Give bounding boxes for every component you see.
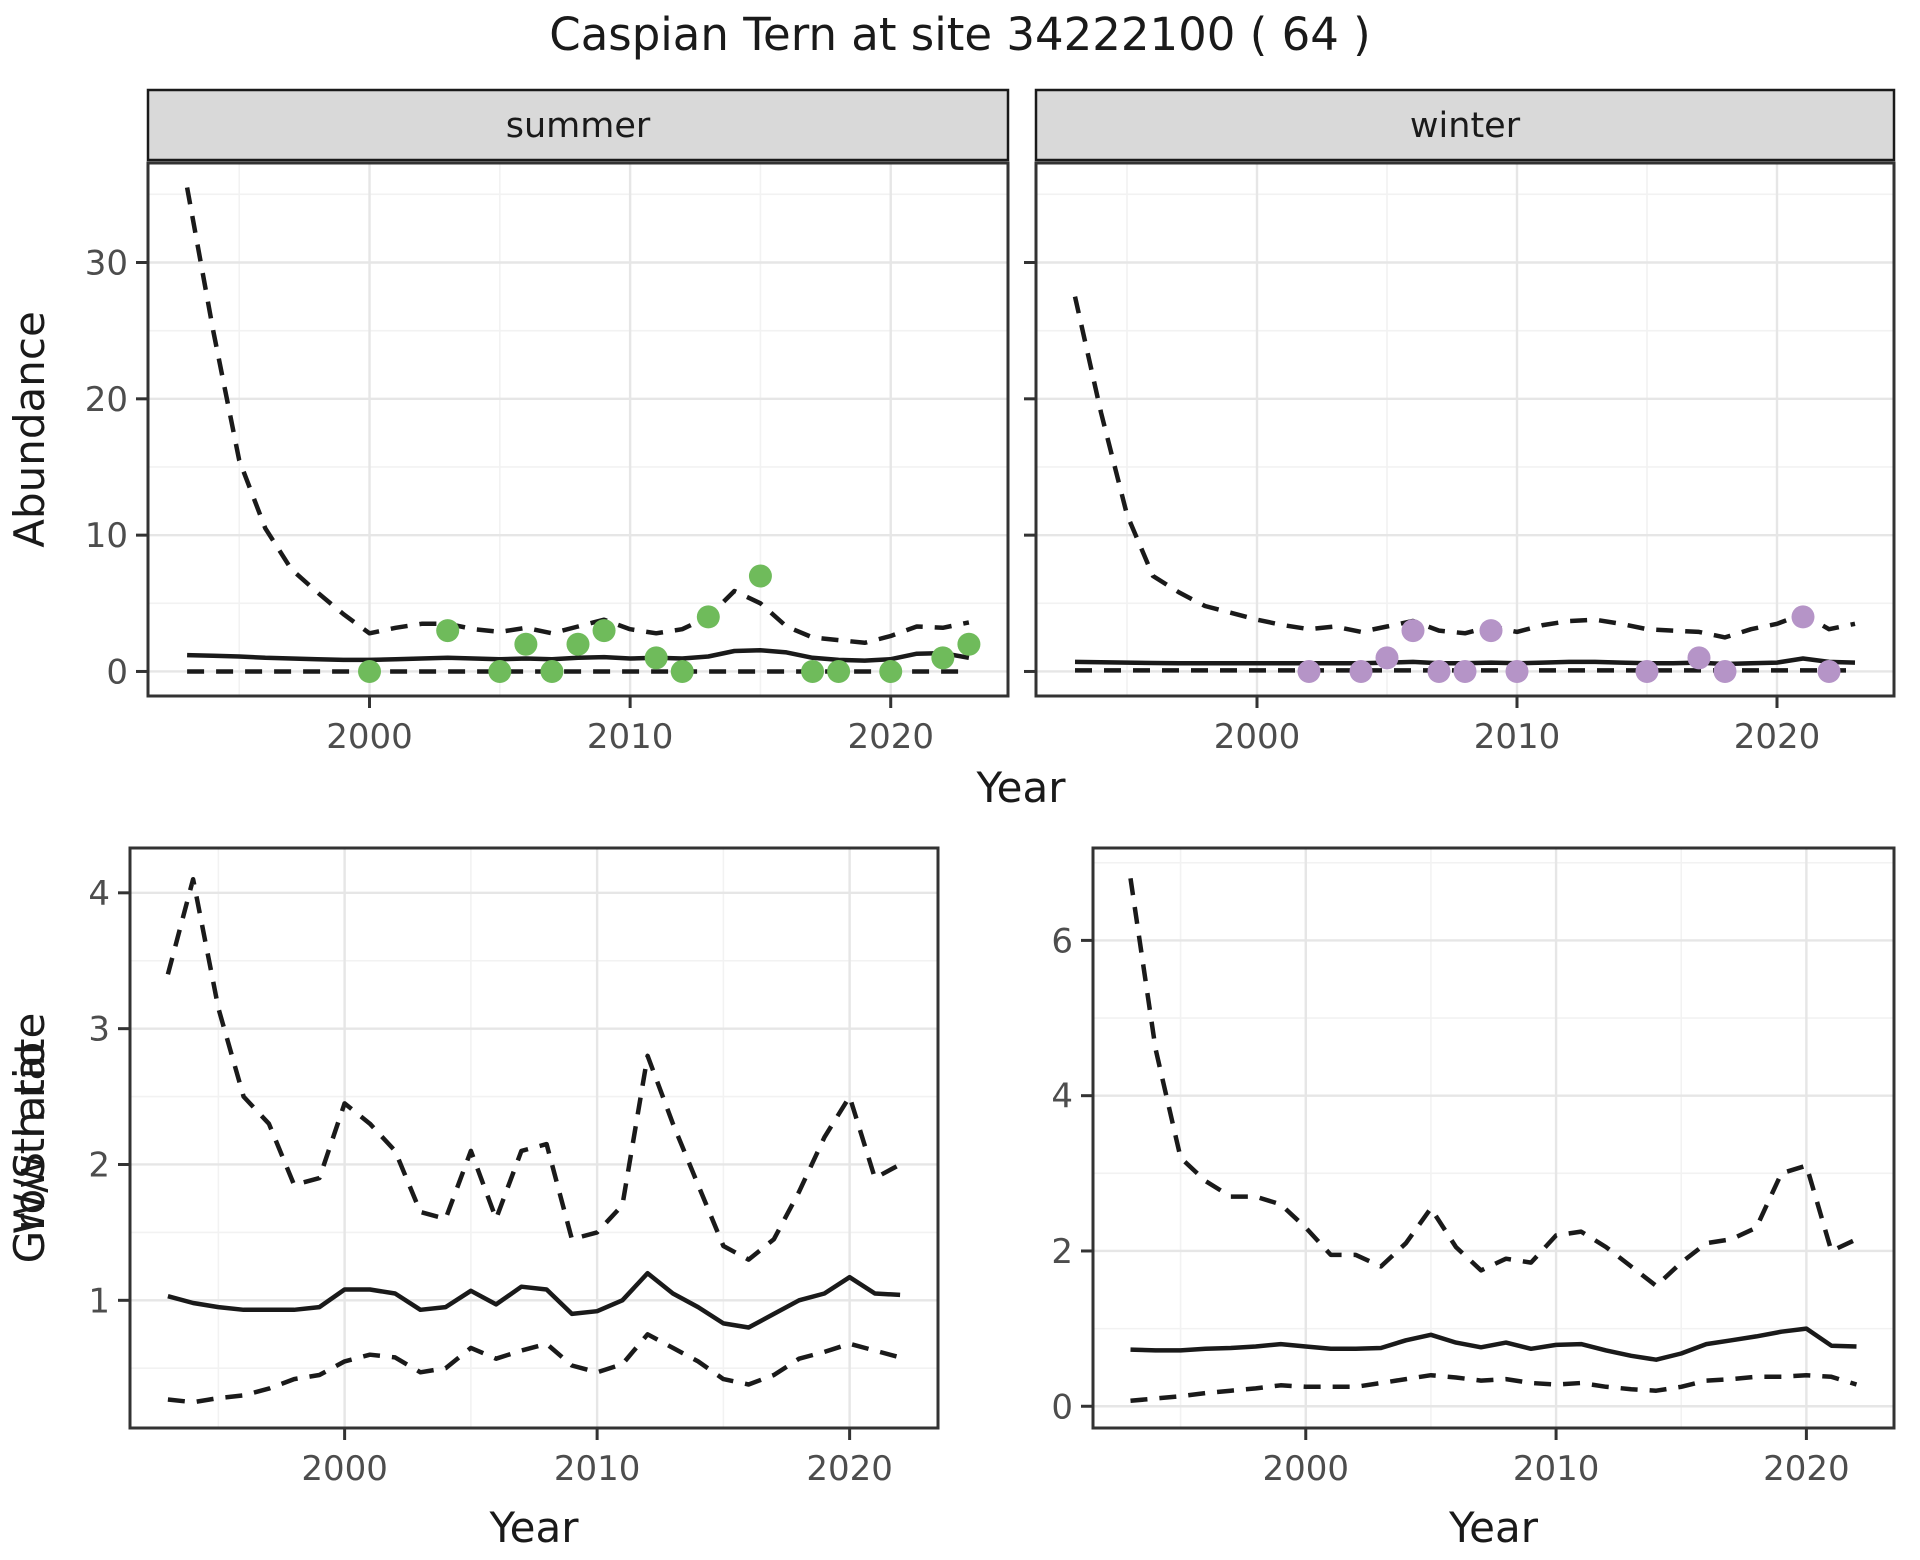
panel-background	[130, 848, 938, 1428]
observed-point	[1713, 659, 1737, 683]
observed-point	[1791, 605, 1815, 629]
observed-point	[1453, 659, 1477, 683]
panel-ws: 2000 2010 2020 0 2 4 6 Year W/S ratio	[5, 846, 1896, 1552]
observed-point	[1817, 659, 1841, 683]
panel-summer: summer 2000 2010 2020 0 10 20 30	[85, 88, 1010, 757]
axis-title-x-ws: Year	[1448, 1503, 1539, 1552]
observed-point	[748, 564, 772, 588]
observed-point	[931, 646, 955, 670]
y-axis-tick-label: 4	[88, 874, 110, 914]
axis-title-x-growth: Year	[489, 1503, 580, 1552]
x-axis-tick-label: 2010	[587, 717, 674, 757]
facet-strip-label: winter	[1410, 106, 1521, 146]
observed-point	[540, 659, 564, 683]
observed-point	[1349, 659, 1373, 683]
panel-growth: 2000 2010 2020 1 2 3 4 Year Growth rate	[5, 846, 940, 1552]
y-axis-tick-label: 2	[88, 1145, 110, 1185]
x-axis-tick-label: 2020	[1763, 1449, 1850, 1489]
observed-point	[801, 659, 825, 683]
observed-point	[827, 659, 851, 683]
axis-title-year-top: Year	[976, 763, 1067, 812]
median-line	[167, 1270, 901, 1330]
chart-title: Caspian Tern at site 34222100 ( 64 )	[549, 8, 1371, 61]
observed-point	[670, 659, 694, 683]
x-axis-tick-label: 2020	[1734, 717, 1821, 757]
y-axis-tick-label: 3	[88, 1010, 110, 1050]
observed-point	[1479, 619, 1503, 643]
facet-strip	[146, 88, 1010, 162]
x-axis-tick-label: 2020	[847, 717, 934, 757]
lower-ci-line	[167, 1332, 901, 1405]
y-axis-tick-label: 20	[85, 380, 128, 420]
panel-winter: winter 2000 2010 2020	[1024, 88, 1896, 757]
observed-point	[1687, 646, 1711, 670]
observed-point	[566, 632, 590, 656]
upper-ci-line	[184, 187, 970, 646]
median-line	[1130, 1326, 1857, 1362]
observed-point	[1635, 659, 1659, 683]
x-axis-tick-label: 2010	[1513, 1449, 1600, 1489]
x-axis-tick-label: 2000	[1214, 717, 1301, 757]
observed-point	[436, 619, 460, 643]
y-axis-tick-label: 6	[1051, 921, 1073, 961]
panel-border	[1091, 846, 1896, 1430]
observed-point	[1297, 659, 1321, 683]
panel-background	[1093, 848, 1894, 1428]
panel-background	[1036, 163, 1894, 696]
panel-border	[146, 161, 1010, 698]
y-axis-tick-label: 1	[88, 1281, 110, 1321]
x-axis-tick-label: 2010	[1474, 717, 1561, 757]
observed-point	[1427, 659, 1451, 683]
observed-point	[957, 632, 981, 656]
lower-ci-line	[1130, 1372, 1858, 1404]
facet-strip	[1034, 88, 1896, 162]
x-axis-tick-label: 2010	[554, 1449, 641, 1489]
y-axis-tick-label: 0	[1051, 1387, 1073, 1427]
shared-axis-titles: Abundance Year	[5, 311, 1066, 812]
observed-point	[644, 646, 668, 670]
observed-point	[696, 605, 720, 629]
median-line	[187, 648, 970, 663]
x-axis-tick-label: 2020	[806, 1449, 893, 1489]
facet-strip-label: summer	[506, 106, 651, 146]
observed-point	[488, 659, 512, 683]
observed-point	[358, 659, 382, 683]
y-axis-tick-label: 10	[85, 516, 128, 556]
x-axis-tick-label: 2000	[326, 717, 413, 757]
upper-ci-line	[165, 876, 902, 1262]
axis-title-y-growth: Growth rate	[5, 1013, 54, 1264]
x-axis-tick-label: 2000	[301, 1449, 388, 1489]
axis-title-abundance: Abundance	[5, 311, 54, 548]
upper-ci-line	[1072, 296, 1856, 640]
y-axis-tick-label: 0	[106, 652, 128, 692]
y-axis-tick-label: 4	[1051, 1077, 1073, 1117]
panel-border	[128, 846, 940, 1430]
x-axis-tick-label: 2000	[1263, 1449, 1350, 1489]
observed-point	[592, 619, 616, 643]
panel-border	[1034, 161, 1896, 698]
observed-point	[1401, 619, 1425, 643]
observed-point	[879, 659, 903, 683]
observed-point	[1505, 659, 1529, 683]
observed-point	[514, 632, 538, 656]
y-axis-tick-label: 2	[1051, 1232, 1073, 1272]
observed-point	[1375, 646, 1399, 670]
y-axis-tick-label: 30	[85, 244, 128, 284]
panel-background	[148, 163, 1008, 696]
axis-title-y-ws: W/S ratio	[5, 1042, 54, 1235]
